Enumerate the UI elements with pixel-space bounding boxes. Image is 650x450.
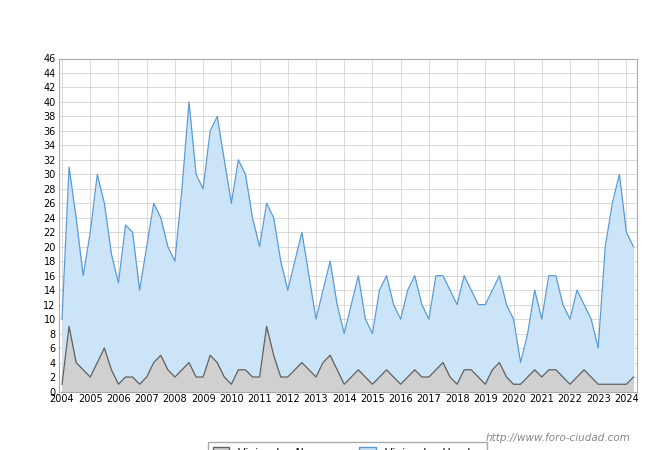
Text: Vélez-Rubio - Evolucion del Nº de Transacciones Inmobiliarias: Vélez-Rubio - Evolucion del Nº de Transa…: [100, 15, 550, 30]
Legend: Viviendas Nuevas, Viviendas Usadas: Viviendas Nuevas, Viviendas Usadas: [208, 442, 488, 450]
Text: http://www.foro-ciudad.com: http://www.foro-ciudad.com: [486, 433, 630, 443]
